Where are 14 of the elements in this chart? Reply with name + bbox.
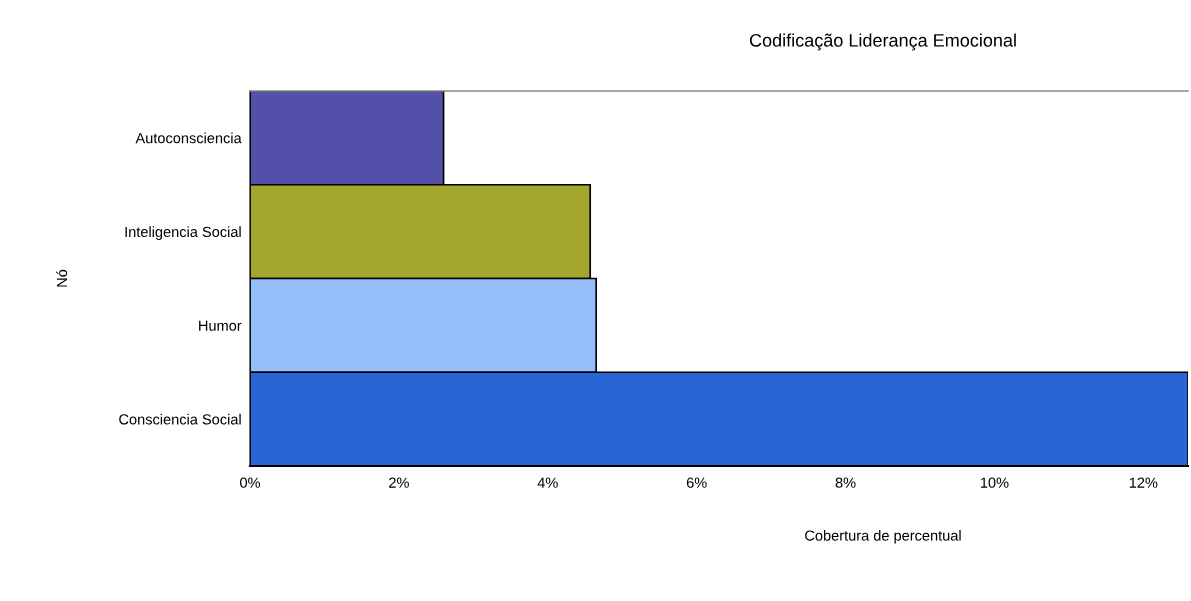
x-tick-label: 4%	[537, 477, 558, 488]
y-tick-label: Autoconsciencia	[135, 132, 242, 144]
y-tick-label: Humor	[199, 320, 242, 331]
x-tick-label: 2%	[389, 477, 409, 488]
x-tick-label: 10%	[980, 477, 1009, 488]
chart-title: Codificação Liderança Emocional	[749, 33, 1016, 51]
x-tick-label: 0%	[240, 477, 261, 488]
y-axis-title: Nó	[56, 269, 68, 287]
x-tick-label: 12%	[1129, 477, 1158, 488]
x-axis-title: Cobertura de percentual	[805, 530, 961, 544]
y-tick-label: Consciencia Social	[119, 413, 241, 425]
x-tick-label: 6%	[686, 477, 707, 488]
x-tick-label: 8%	[835, 477, 856, 488]
y-tick-label: Inteligencia Social	[125, 226, 241, 240]
